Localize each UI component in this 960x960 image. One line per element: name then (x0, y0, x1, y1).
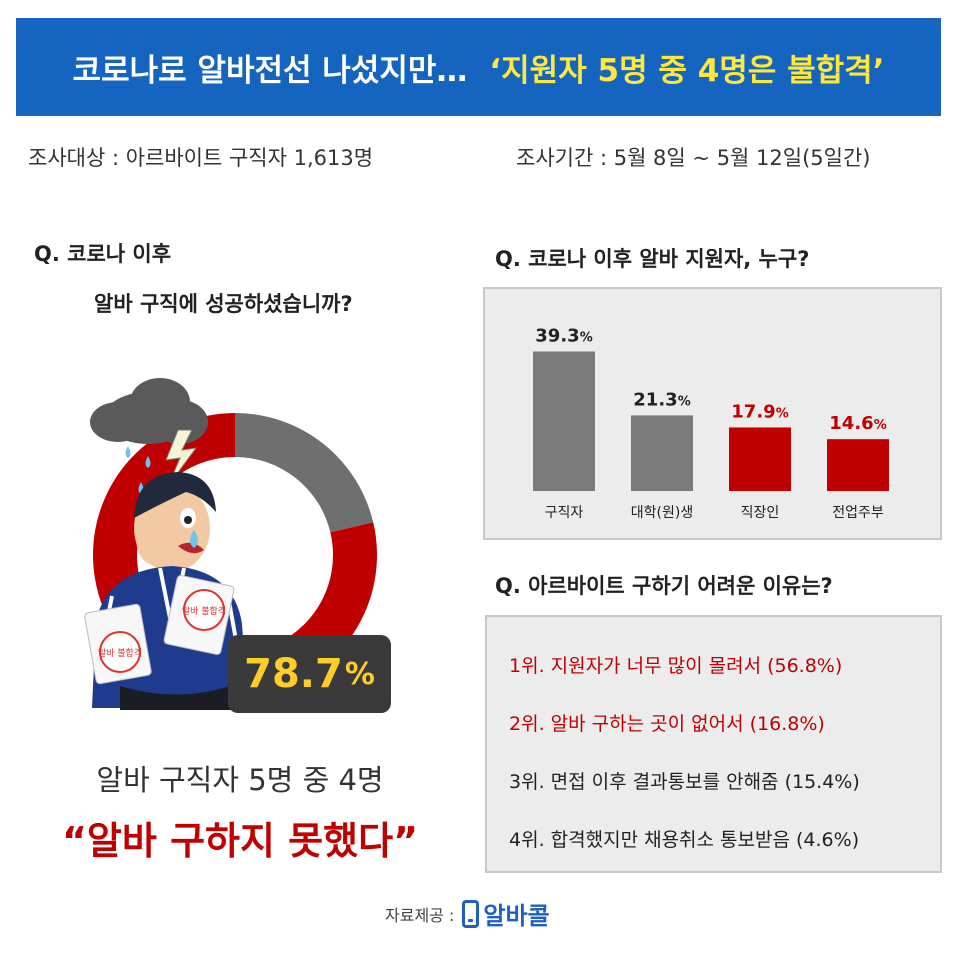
bar-chart-panel: 39.3% 구직자 21.3% 대학(원)생 17.9% 직장인 14.6% 전업주부 (483, 287, 942, 540)
summary-line1: 알바 구직자 5명 중 4명 (96, 763, 384, 797)
survey-target: 조사대상 : 아르바이트 구직자 1,613명 (28, 146, 374, 170)
title-main: 코로나로 알바전선 나섰지만… (72, 52, 468, 89)
brand-logo: 알바콜 (462, 896, 550, 931)
source-credit: 자료제공 : 알바콜 (385, 896, 550, 931)
reasons-panel: 1위. 지원자가 너무 많이 몰려서 (56.8%) 2위. 알바 구하는 곳이… (485, 615, 942, 873)
summary-line2: “알바 구하지 못했다” (61, 819, 419, 863)
reason-item-1: 1위. 지원자가 너무 많이 몰려서 (56.8%) (509, 655, 843, 677)
source-label: 자료제공 : (385, 905, 455, 925)
bar-category-label: 직장인 (741, 505, 780, 521)
stamp-icon (99, 631, 141, 673)
lightning-icon (165, 429, 198, 487)
percent-unit: % (344, 656, 375, 692)
stamp-label: 알바 불합격 (98, 647, 142, 659)
bar-category-label: 전업주부 (832, 505, 884, 521)
stamp-label: 알바 불합격 (182, 605, 226, 617)
bar-category-label: 대학(원)생 (631, 505, 693, 521)
reason-item-3: 3위. 면접 이후 결과통보를 안해줌 (15.4%) (509, 771, 860, 793)
bar-2 (631, 415, 693, 491)
brand-name: 알바콜 (483, 902, 550, 930)
donut-chart: 알바 불합격 알바 불합격 (40, 360, 420, 740)
bar-1 (533, 351, 595, 491)
bar-chart: 39.3% 구직자 21.3% 대학(원)생 17.9% 직장인 14.6% 전업주부 (533, 325, 889, 521)
phone-icon (462, 899, 480, 928)
percent-value: 78.7 (244, 651, 343, 697)
raindrop-icon (145, 456, 151, 468)
left-question-line1: Q. 코로나 이후 (34, 242, 172, 266)
raindrop-icon (125, 446, 131, 458)
reason-item-4: 4위. 합격했지만 채용취소 통보받음 (4.6%) (509, 829, 860, 851)
bar-value-label: 17.9% (731, 401, 788, 422)
bar-category-label: 구직자 (545, 505, 584, 521)
bar-value-label: 14.6% (829, 413, 886, 434)
reason-item-2: 2위. 알바 구하는 곳이 없어서 (16.8%) (509, 713, 825, 735)
bar-value-label: 39.3% (535, 325, 592, 346)
reasons-question: Q. 아르바이트 구하기 어려운 이유는? (495, 574, 833, 598)
bar-value-label: 21.3% (633, 389, 690, 410)
job-seeker-illustration: 알바 불합격 알바 불합격 (84, 378, 248, 710)
chart-question: Q. 코로나 이후 알바 지원자, 누구? (495, 247, 810, 271)
donut-slice-success (235, 413, 374, 533)
bar-3 (729, 427, 791, 491)
cloud-icon (90, 378, 208, 444)
title-banner: 코로나로 알바전선 나섰지만… ‘지원자 5명 중 4명은 불합격’ (16, 18, 941, 116)
survey-period: 조사기간 : 5월 8일 ~ 5월 12일(5일간) (516, 146, 871, 170)
title-highlight: ‘지원자 5명 중 4명은 불합격’ (489, 52, 885, 89)
bar-4 (827, 439, 889, 491)
left-question-line2: 알바 구직에 성공하셨습니까? (94, 292, 353, 316)
stamp-icon (183, 589, 225, 631)
percent-badge: 78.7% (228, 635, 391, 713)
donut-svg: 알바 불합격 알바 불합격 (84, 378, 378, 710)
